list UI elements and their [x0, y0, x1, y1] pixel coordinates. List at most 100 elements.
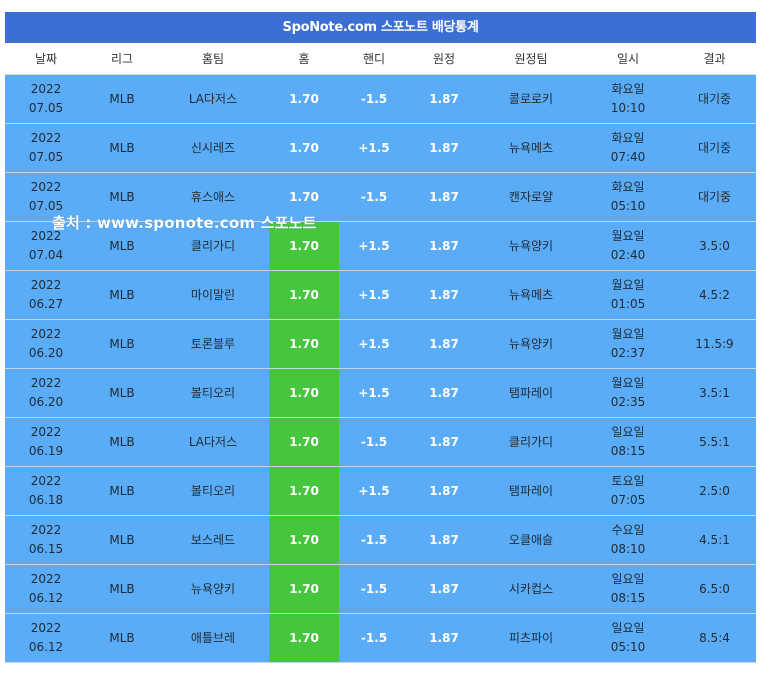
- odds-table: 날짜 리그 홈팀 홈 핸디 원정 원정팀 일시 결과 2022 07.05 MLB L…: [5, 43, 756, 663]
- cell-home-team: 마이말린: [157, 270, 269, 320]
- cell-datetime: 화요일 10:10: [583, 74, 673, 124]
- date-monthday: 06.27: [28, 297, 64, 311]
- table-header-row: 날짜 리그 홈팀 홈 핸디 원정 원정팀 일시 결과: [5, 43, 756, 75]
- cell-handicap: -1.5: [339, 613, 409, 663]
- cell-datetime: 월요일 02:35: [583, 368, 673, 418]
- cell-away-odds: 1.87: [409, 564, 479, 614]
- time: 02:35: [610, 395, 646, 409]
- weekday: 화요일: [611, 131, 645, 145]
- time: 05:10: [610, 640, 646, 654]
- cell-home-odds: 1.70: [269, 74, 339, 124]
- cell-home-odds: 1.70: [269, 368, 339, 418]
- date-year: 2022: [30, 327, 62, 341]
- cell-handicap: +1.5: [339, 221, 409, 271]
- cell-home-team: 보스레드: [157, 515, 269, 565]
- cell-away-odds: 1.87: [409, 221, 479, 271]
- cell-handicap: +1.5: [339, 368, 409, 418]
- cell-home-team: LA다저스: [157, 74, 269, 124]
- col-header-home-odds: 홈: [269, 43, 339, 75]
- cell-handicap: -1.5: [339, 515, 409, 565]
- col-header-datetime: 일시: [583, 43, 673, 75]
- date-monthday: 06.12: [28, 640, 64, 654]
- cell-home-team: 볼티오리: [157, 466, 269, 516]
- col-header-league: 리그: [87, 43, 157, 75]
- cell-away-team: 탬파레이: [479, 368, 583, 418]
- weekday: 일요일: [611, 572, 645, 586]
- cell-league: MLB: [87, 613, 157, 663]
- cell-away-odds: 1.87: [409, 74, 479, 124]
- time: 07:05: [610, 493, 646, 507]
- cell-away-odds: 1.87: [409, 466, 479, 516]
- col-header-handicap: 핸디: [339, 43, 409, 75]
- date-monthday: 06.20: [28, 346, 64, 360]
- table-row: 2022 07.04 MLB 클리가디 1.70 +1.5 1.87 뉴욕양키 월요일 02:40…: [5, 221, 756, 271]
- cell-home-team: LA다저스: [157, 417, 269, 467]
- col-header-result: 결과: [673, 43, 756, 75]
- cell-home-odds: 1.70: [269, 515, 339, 565]
- cell-date: 2022 07.04: [5, 221, 87, 271]
- date-monthday: 06.15: [28, 542, 64, 556]
- cell-result: 대기중: [673, 172, 756, 222]
- cell-datetime: 일요일 05:10: [583, 613, 673, 663]
- cell-away-odds: 1.87: [409, 417, 479, 467]
- cell-away-team: 콜로로키: [479, 74, 583, 124]
- cell-handicap: +1.5: [339, 319, 409, 369]
- cell-away-team: 오클애슬: [479, 515, 583, 565]
- cell-result: 5.5:1: [673, 417, 756, 467]
- time: 05:10: [610, 199, 646, 213]
- cell-away-odds: 1.87: [409, 515, 479, 565]
- cell-home-team: 클리가디: [157, 221, 269, 271]
- cell-home-odds: 1.70: [269, 319, 339, 369]
- cell-date: 2022 06.20: [5, 368, 87, 418]
- cell-result: 2.5:0: [673, 466, 756, 516]
- date-year: 2022: [30, 229, 62, 243]
- cell-away-odds: 1.87: [409, 123, 479, 173]
- cell-result: 11.5:9: [673, 319, 756, 369]
- table-row: 2022 06.12 MLB 애틀브레 1.70 -1.5 1.87 피츠파이 일요일 05:10…: [5, 613, 756, 663]
- cell-result: 8.5:4: [673, 613, 756, 663]
- weekday: 화요일: [611, 180, 645, 194]
- cell-home-team: 휴스애스: [157, 172, 269, 222]
- col-header-away-team: 원정팀: [479, 43, 583, 75]
- cell-away-team: 뉴욕메츠: [479, 270, 583, 320]
- col-header-date: 날짜: [5, 43, 87, 75]
- cell-datetime: 일요일 08:15: [583, 417, 673, 467]
- cell-away-odds: 1.87: [409, 368, 479, 418]
- cell-away-team: 클리가디: [479, 417, 583, 467]
- table-row: 2022 07.05 MLB LA다저스 1.70 -1.5 1.87 콜로로키 화요일 10:1…: [5, 74, 756, 124]
- cell-home-odds: 1.70: [269, 221, 339, 271]
- cell-league: MLB: [87, 564, 157, 614]
- cell-handicap: +1.5: [339, 466, 409, 516]
- cell-home-team: 볼티오리: [157, 368, 269, 418]
- table-row: 2022 06.12 MLB 뉴욕양키 1.70 -1.5 1.87 시카컵스 일요일 08:15…: [5, 564, 756, 614]
- time: 08:15: [610, 444, 646, 458]
- cell-away-team: 뉴욕양키: [479, 319, 583, 369]
- table-row: 2022 06.19 MLB LA다저스 1.70 -1.5 1.87 클리가디 일요일 08:1…: [5, 417, 756, 467]
- cell-away-team: 캔자로얄: [479, 172, 583, 222]
- time: 08:10: [610, 542, 646, 556]
- cell-date: 2022 07.05: [5, 123, 87, 173]
- cell-date: 2022 06.20: [5, 319, 87, 369]
- table-body: 2022 07.05 MLB LA다저스 1.70 -1.5 1.87 콜로로키 화요일 10:1…: [5, 74, 756, 663]
- cell-date: 2022 07.05: [5, 172, 87, 222]
- time: 02:37: [610, 346, 646, 360]
- time: 10:10: [610, 101, 646, 115]
- table-row: 2022 06.18 MLB 볼티오리 1.70 +1.5 1.87 탬파레이 토요일 07:05…: [5, 466, 756, 516]
- cell-datetime: 일요일 08:15: [583, 564, 673, 614]
- cell-league: MLB: [87, 319, 157, 369]
- cell-datetime: 화요일 07:40: [583, 123, 673, 173]
- table-row: 2022 07.05 MLB 신시레즈 1.70 +1.5 1.87 뉴욕메츠 화요일 07:40…: [5, 123, 756, 173]
- table-row: 2022 06.20 MLB 볼티오리 1.70 +1.5 1.87 탬파레이 월요일 02:35…: [5, 368, 756, 418]
- cell-league: MLB: [87, 74, 157, 124]
- col-header-away-odds: 원정: [409, 43, 479, 75]
- cell-away-odds: 1.87: [409, 319, 479, 369]
- cell-league: MLB: [87, 417, 157, 467]
- cell-result: 4.5:2: [673, 270, 756, 320]
- cell-date: 2022 07.05: [5, 74, 87, 124]
- cell-handicap: -1.5: [339, 172, 409, 222]
- cell-home-odds: 1.70: [269, 123, 339, 173]
- weekday: 수요일: [611, 523, 645, 537]
- cell-datetime: 토요일 07:05: [583, 466, 673, 516]
- time: 07:40: [610, 150, 646, 164]
- cell-home-team: 애틀브레: [157, 613, 269, 663]
